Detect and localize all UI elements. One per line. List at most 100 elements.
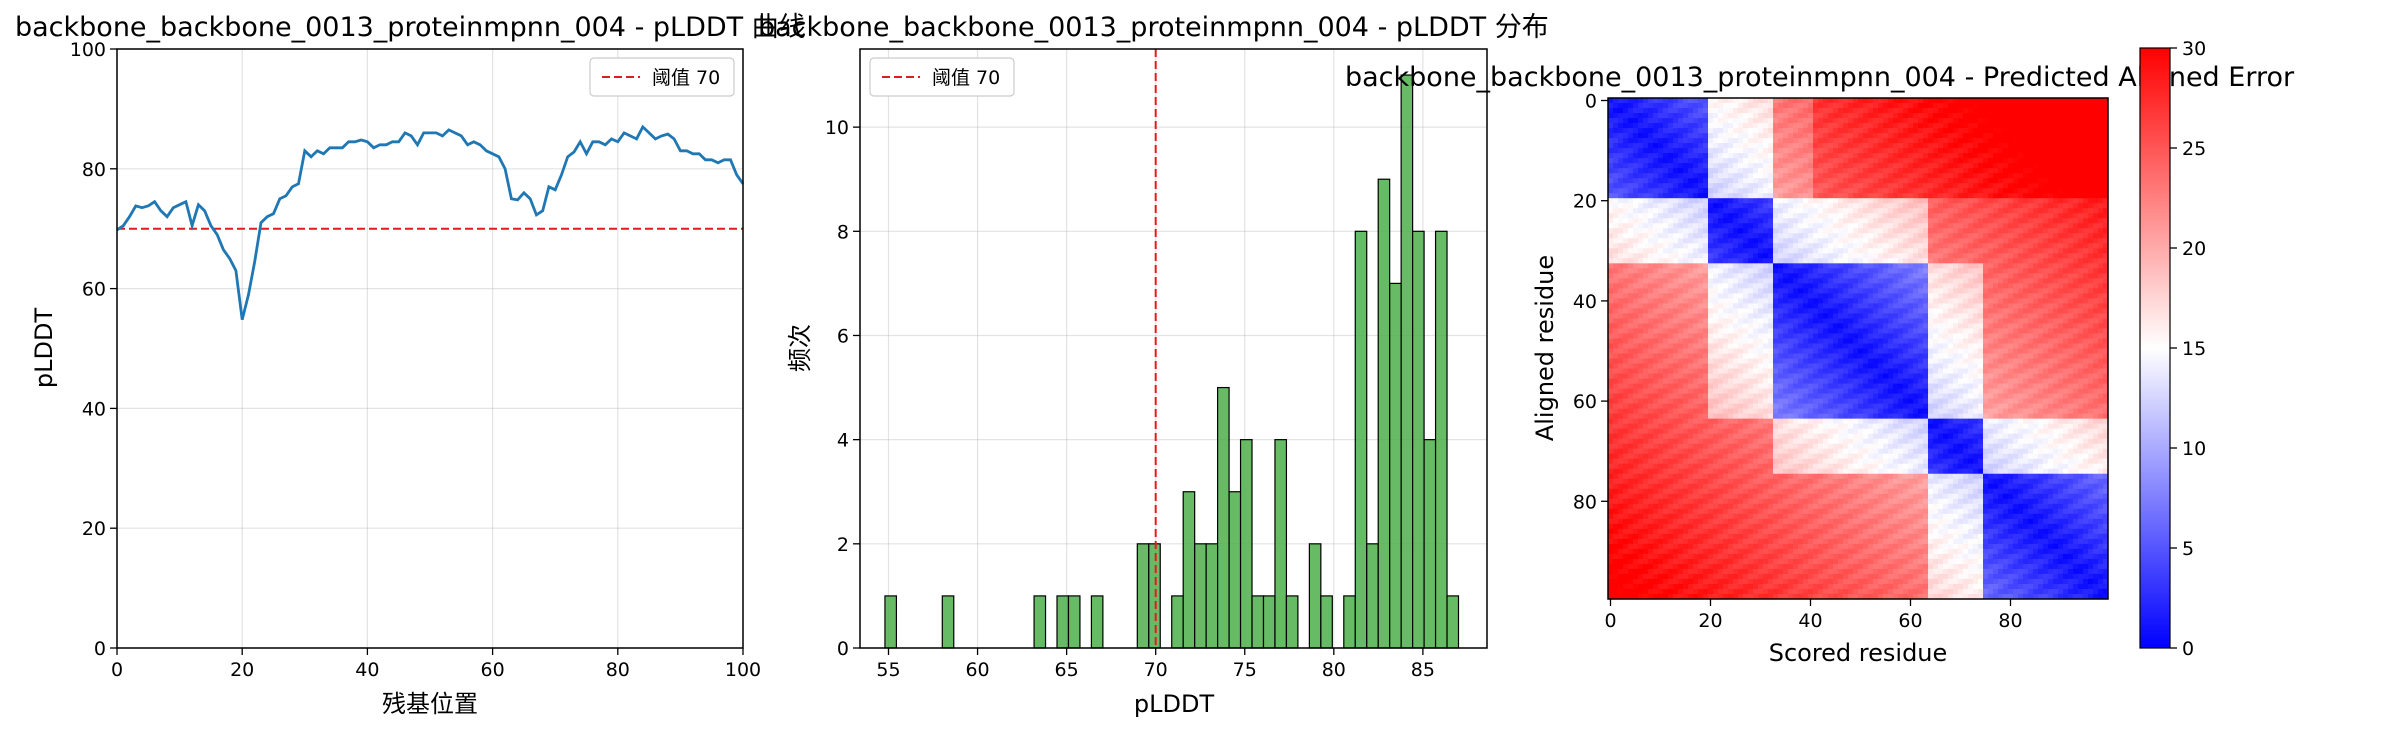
heatmap-cell	[1808, 173, 1814, 179]
heatmap-cell	[1718, 303, 1724, 309]
heatmap-cell	[1723, 178, 1729, 184]
heatmap-cell	[1693, 333, 1699, 339]
heatmap-cell	[1653, 243, 1659, 249]
heatmap-cell	[1843, 273, 1849, 279]
heatmap-cell	[1908, 183, 1914, 189]
heatmap-cell	[1813, 208, 1819, 214]
heatmap-cell	[2053, 168, 2059, 174]
heatmap-cell	[1648, 268, 1654, 274]
heatmap-cell	[1648, 123, 1654, 129]
heatmap-cell	[1723, 328, 1729, 334]
heatmap-cell	[1793, 293, 1799, 299]
heatmap-cell	[1833, 168, 1839, 174]
heatmap-cell	[2038, 118, 2044, 124]
heatmap-cell	[1928, 188, 1934, 194]
heatmap-cell	[1663, 283, 1669, 289]
heatmap-cell	[2073, 128, 2079, 134]
heatmap-cell	[1873, 198, 1879, 204]
heatmap-cell	[1973, 273, 1979, 279]
heatmap-cell	[1653, 183, 1659, 189]
heatmap-cell	[1748, 158, 1754, 164]
heatmap-cell	[1788, 228, 1794, 234]
heatmap-cell	[1773, 193, 1779, 199]
heatmap-cell	[1783, 338, 1789, 344]
heatmap-cell	[1923, 238, 1929, 244]
heatmap-cell	[1763, 288, 1769, 294]
heatmap-cell	[1888, 113, 1894, 119]
heatmap-cell	[2078, 178, 2084, 184]
heatmap-cell	[1983, 123, 1989, 129]
heatmap-cell	[1893, 303, 1899, 309]
heatmap-cell	[1728, 98, 1734, 104]
heatmap-cell	[1948, 263, 1954, 269]
heatmap-cell	[1873, 268, 1879, 274]
heatmap-cell	[2023, 103, 2029, 109]
heatmap-cell	[2043, 213, 2049, 219]
heatmap-cell	[1738, 328, 1744, 334]
heatmap-cell	[1878, 273, 1884, 279]
heatmap-cell	[1798, 148, 1804, 154]
heatmap-cell	[2008, 298, 2014, 304]
heatmap-cell	[1953, 278, 1959, 284]
heatmap-cell	[1803, 263, 1809, 269]
heatmap-cell	[2038, 308, 2044, 314]
heatmap-cell	[1763, 203, 1769, 209]
heatmap-cell	[2033, 168, 2039, 174]
heatmap-cell	[1873, 123, 1879, 129]
heatmap-cell	[1968, 288, 1974, 294]
heatmap-cell	[1698, 318, 1704, 324]
heatmap-cell	[1858, 173, 1864, 179]
heatmap-cell	[1948, 313, 1954, 319]
heatmap-cell	[1683, 168, 1689, 174]
heatmap-cell	[1648, 308, 1654, 314]
heatmap-cell	[1863, 173, 1869, 179]
heatmap-cell	[1998, 178, 2004, 184]
heatmap-cell	[1848, 298, 1854, 304]
heatmap-cell	[2083, 273, 2089, 279]
heatmap-cell	[1868, 233, 1874, 239]
heatmap-cell	[1753, 248, 1759, 254]
heatmap-cell	[1613, 238, 1619, 244]
heatmap-cell	[1903, 133, 1909, 139]
heatmap-cell	[2033, 248, 2039, 254]
heatmap-cell	[1963, 208, 1969, 214]
heatmap-cell	[1733, 168, 1739, 174]
heatmap-cell	[1768, 178, 1774, 184]
heatmap-cell	[1883, 273, 1889, 279]
heatmap-cell	[2058, 118, 2064, 124]
heatmap-cell	[1843, 208, 1849, 214]
heatmap-cell	[1878, 178, 1884, 184]
heatmap-cell	[1818, 103, 1824, 109]
heatmap-cell	[1683, 318, 1689, 324]
heatmap-cell	[2038, 168, 2044, 174]
heatmap-cell	[1953, 123, 1959, 129]
heatmap-cell	[1738, 233, 1744, 239]
heatmap-cell	[1818, 268, 1824, 274]
heatmap-cell	[1653, 263, 1659, 269]
heatmap-cell	[1673, 143, 1679, 149]
heatmap-cell	[1853, 158, 1859, 164]
heatmap-cell	[1898, 108, 1904, 114]
heatmap-cell	[1638, 158, 1644, 164]
heatmap-cell	[1828, 148, 1834, 154]
heatmap-cell	[1878, 118, 1884, 124]
heatmap-cell	[2068, 248, 2074, 254]
heatmap-cell	[1718, 108, 1724, 114]
heatmap-cell	[1713, 183, 1719, 189]
heatmap-cell	[1693, 113, 1699, 119]
heatmap-cell	[2068, 153, 2074, 159]
heatmap-cell	[1818, 278, 1824, 284]
heatmap-cell	[1708, 253, 1714, 259]
heatmap-cell	[1673, 238, 1679, 244]
heatmap-cell	[1758, 168, 1764, 174]
heatmap-cell	[1983, 318, 1989, 324]
heatmap-cell	[1703, 148, 1709, 154]
heatmap-cell	[1853, 208, 1859, 214]
heatmap-cell	[1693, 133, 1699, 139]
heatmap-cell	[1773, 153, 1779, 159]
heatmap-cell	[1823, 198, 1829, 204]
heatmap-cell	[1613, 268, 1619, 274]
heatmap-cell	[1938, 198, 1944, 204]
heatmap-cell	[1623, 258, 1629, 264]
heatmap-cell	[1703, 138, 1709, 144]
